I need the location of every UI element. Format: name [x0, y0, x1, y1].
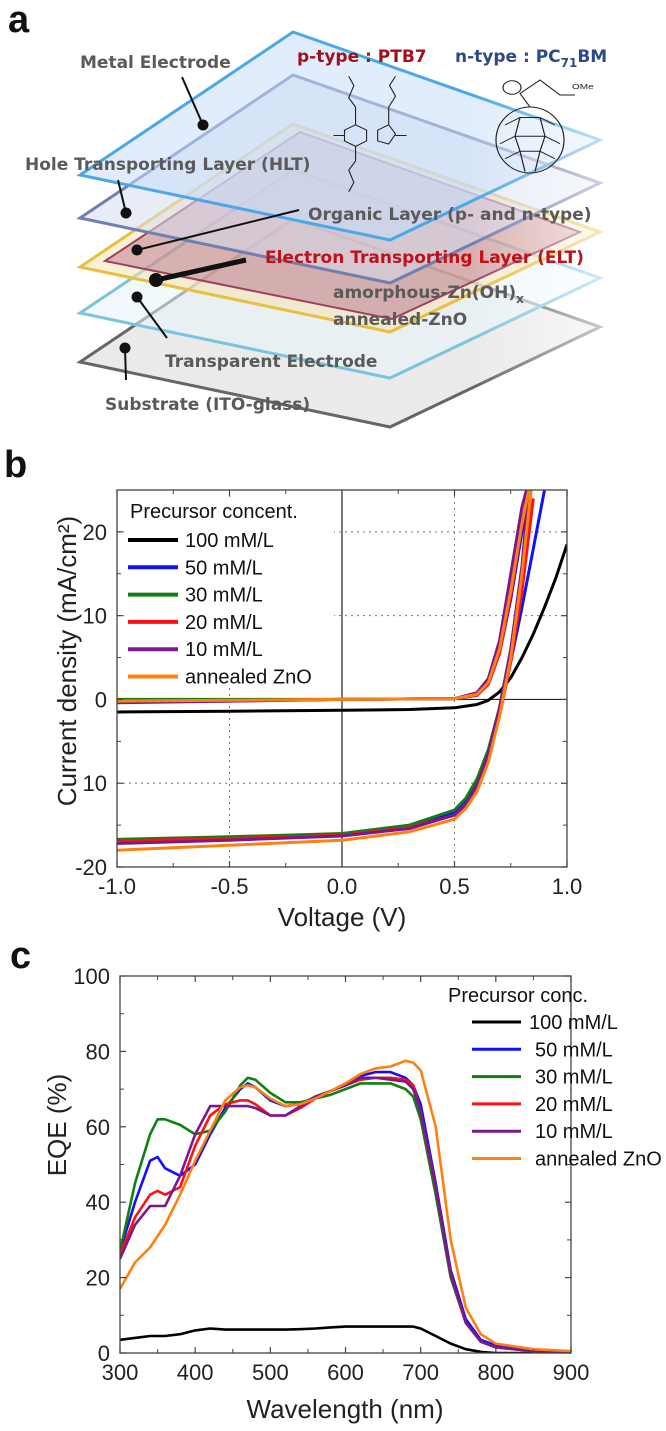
x-tick-label: 1.0: [552, 874, 583, 899]
label-p-type: p-type : PTB7: [297, 47, 427, 67]
x-tick-label: 600: [327, 1360, 364, 1385]
leader-line-metal: [181, 76, 204, 126]
x-tick-label: 700: [402, 1360, 439, 1385]
y-tick-label: 20: [83, 520, 107, 545]
pc71bm-structure-icon: OMe: [495, 79, 594, 174]
series-light-100-mm-l: [117, 544, 567, 714]
panel-c-eqe-chart: c 300 400 500 600 700 800 900 0 20 40 60 80 100 EQE …: [10, 935, 662, 1424]
series-10-mm-l: [120, 1076, 571, 1353]
legend-c-label: 10 mM/L: [535, 1121, 613, 1143]
leader-dot-metal: [197, 119, 209, 131]
label-n-type: n-type : PC71BM: [455, 47, 607, 70]
y-tick-label: 0: [95, 687, 107, 712]
y-axis-label-c: EQE (%): [42, 1074, 72, 1177]
x-tick-label: -0.5: [211, 874, 249, 899]
x-axis-label-b: Voltage (V): [278, 902, 407, 932]
leader-dot-htl: [120, 207, 132, 219]
legend-b-label: 10 mM/L: [185, 639, 263, 661]
series-c: [120, 1059, 571, 1353]
ptb7-structure-icon: [333, 75, 407, 192]
series-100-mm-l: [120, 1325, 571, 1353]
panel-a-device-diagram: a OMe Metal Electrode p-type : PTB7 n-ty…: [8, 0, 666, 429]
label-transparent-electrode: Transparent Electrode: [165, 352, 377, 372]
leader-lines: [117, 76, 300, 381]
leader-line-htl: [117, 179, 127, 214]
label-substrate: Substrate (ITO-glass): [105, 395, 310, 415]
y-tick-label: 10: [83, 771, 107, 796]
legend-c-label: 100 mM/L: [529, 1012, 618, 1034]
series-light-annealed-zno: [117, 490, 533, 852]
y-tick-label: 40: [86, 1190, 110, 1215]
label-hole-transporting-layer: Hole Transporting Layer (HLT): [25, 155, 310, 175]
label-metal-electrode: Metal Electrode: [80, 53, 231, 73]
y-axis-label-b: Current density (mA/cm²): [52, 516, 82, 806]
legend-b-label: 50 mM/L: [185, 557, 263, 579]
label-annealed: annealed-ZnO: [333, 310, 467, 330]
y-tick-label: 10: [83, 604, 107, 629]
legend-b-label: annealed ZnO: [185, 667, 312, 689]
label-amorphous: amorphous-Zn(OH)x: [333, 283, 524, 306]
legend-c-label: 20 mM/L: [535, 1094, 613, 1116]
x-tick-label: 800: [477, 1360, 514, 1385]
panel-label-c: c: [10, 935, 31, 977]
x-tick-label: 300: [102, 1360, 139, 1385]
leader-dot-organic: [131, 244, 143, 256]
fade-overlay: [470, 25, 666, 385]
legend-c-label: 30 mM/L: [535, 1067, 613, 1089]
leader-line-elt: [155, 257, 247, 283]
legend-b-label: 20 mM/L: [185, 612, 263, 634]
legend-b-label: 100 mM/L: [185, 530, 274, 552]
leader-line-organic: [136, 209, 300, 251]
x-tick-label: -1.0: [98, 874, 136, 899]
panel-label-a: a: [8, 0, 30, 41]
leader-dot-elt: [149, 273, 163, 287]
ome-label: OMe: [572, 82, 594, 90]
x-axis-label-c: Wavelength (nm): [247, 1394, 444, 1424]
x-tick-label: 0.0: [327, 874, 358, 899]
ticks-b: -1.0 -0.5 0.0 0.5 1.0 -20 10 0 10 20: [75, 490, 582, 899]
legend-c-label: annealed ZnO: [535, 1149, 662, 1171]
leader-line-transparent: [136, 296, 168, 339]
legend-c-label: 50 mM/L: [535, 1039, 613, 1061]
y-tick-label: 0: [98, 1341, 110, 1366]
y-tick-label: 100: [73, 964, 110, 989]
y-tick-label: 80: [86, 1039, 110, 1064]
legend-c: Precursor conc. 100 mM/L 50 mM/L 30 mM/L 20…: [445, 983, 662, 1171]
series-b: [117, 490, 567, 852]
series-annealed-zno: [120, 1059, 571, 1353]
legend-b: Precursor concent. 100 mM/L 50 mM/L 30 mM/…: [124, 497, 334, 689]
legend-b-title: Precursor concent.: [130, 501, 298, 523]
label-organic-layer: Organic Layer (p- and n-type): [308, 205, 592, 225]
x-tick-label: 500: [252, 1360, 289, 1385]
panel-b-jv-chart: b -1.0 -0.5 0.0 0.5 1.0 -20 10 0 10 20 Current de…: [4, 444, 582, 932]
legend-b-background: [124, 497, 334, 687]
panel-label-b: b: [4, 444, 27, 486]
series-dark-annealed-zno: [117, 490, 531, 703]
y-tick-label: 20: [86, 1266, 110, 1291]
legend-b-label: 30 mM/L: [185, 585, 263, 607]
leader-dot-transparent: [131, 291, 143, 303]
leader-dot-substrate: [119, 342, 131, 354]
ticks-c: 300 400 500 600 700 800 900 0 20 40 60 80 100: [73, 964, 589, 1385]
label-electron-transporting-layer: Electron Transporting Layer (ELT): [265, 248, 584, 268]
y-tick-label: -20: [75, 855, 107, 880]
y-tick-label: 60: [86, 1115, 110, 1140]
legend-c-title: Precursor conc.: [448, 985, 588, 1007]
x-tick-label: 900: [553, 1360, 590, 1385]
x-tick-label: 0.5: [439, 874, 470, 899]
x-tick-label: 400: [177, 1360, 214, 1385]
